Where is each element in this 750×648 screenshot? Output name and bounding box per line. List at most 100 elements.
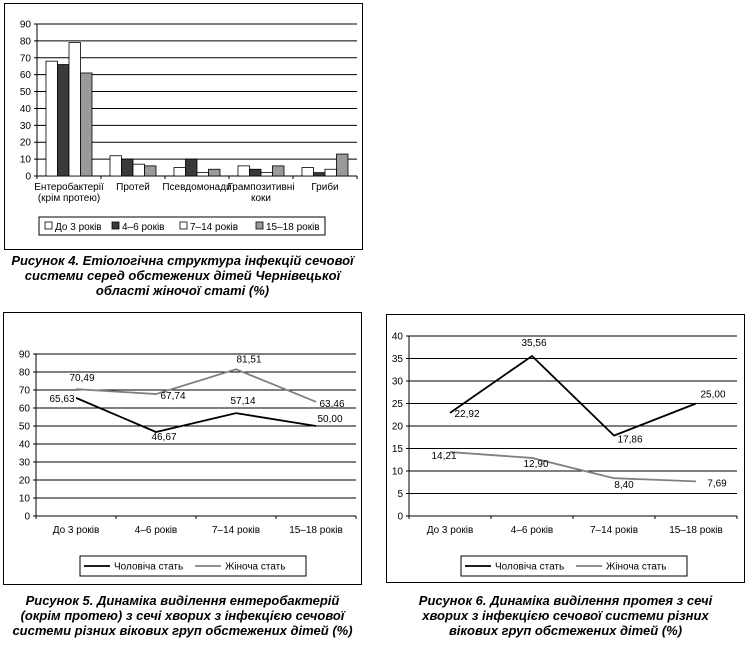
y-tick-label: 5	[397, 489, 403, 500]
bar	[336, 153, 349, 177]
bar	[109, 155, 122, 177]
x-tick-label: 4–6 років	[135, 525, 178, 536]
data-label: 17,86	[617, 435, 642, 446]
data-label: 25,00	[700, 390, 725, 401]
bar	[144, 165, 157, 177]
legend-label: Жіноча стать	[225, 562, 285, 573]
legend-label: 15–18 років	[266, 222, 320, 233]
x-tick-label: 4–6 років	[511, 525, 554, 536]
legend: Чоловіча стать Жіноча стать	[79, 555, 307, 577]
y-tick-label: 60	[19, 404, 31, 415]
y-tick-label: 40	[20, 104, 32, 115]
legend-label: Чоловіча стать	[495, 562, 564, 573]
x-tick-label: Грампозитивні	[227, 182, 294, 193]
caption-line: системи різних вікових груп обстежених д…	[12, 623, 353, 638]
figure-5-chart: 0 10 20 30 40 50 60 70 80 90 До 3 років 4–6 років 7–…	[19, 350, 357, 577]
y-tick-label: 0	[25, 172, 31, 183]
bar	[301, 167, 314, 177]
caption-line: області жіночої статі (%)	[95, 283, 270, 298]
y-tick-label: 50	[20, 87, 32, 98]
figure-4-frame: 0 10 20 30 40 50 60 70 80 90 Ентеробактерії (крім п…	[4, 3, 363, 250]
y-tick-label: 0	[397, 512, 403, 523]
y-tick-label: 35	[392, 354, 404, 365]
y-tick-label: 40	[392, 332, 404, 343]
legend-label: 4–6 років	[122, 222, 165, 233]
data-label: 65,63	[49, 394, 74, 405]
figure-5-caption: Рисунок 5. Динаміка виділення ентеробакт…	[0, 593, 365, 638]
bar	[272, 165, 285, 177]
bar	[45, 60, 58, 177]
data-label: 35,56	[521, 338, 546, 349]
legend-box	[460, 555, 688, 577]
caption-line: Рисунок 4. Етіологічна структура інфекці…	[11, 253, 354, 268]
bar	[208, 168, 221, 177]
x-tick-label: До 3 років	[53, 525, 100, 536]
y-tick-label: 80	[20, 36, 32, 47]
legend: До 3 років 4–6 років 7–14 років 15–18 років	[38, 216, 326, 236]
y-tick-label: 60	[20, 70, 32, 81]
y-tick-label: 20	[392, 422, 404, 433]
y-tick-label: 10	[20, 155, 32, 166]
x-tick-label: До 3 років	[427, 525, 474, 536]
y-tick-label: 40	[19, 440, 31, 451]
legend-swatch	[111, 221, 120, 230]
legend-box	[79, 555, 307, 577]
figure-6-chart: 0 5 10 15 20 25 30 35 40 До 3 років 4–6 років 7–14 …	[392, 332, 738, 577]
data-label: 63,46	[319, 399, 344, 410]
y-tick-label: 20	[19, 476, 31, 487]
bar	[260, 172, 273, 177]
bar	[313, 172, 326, 177]
bar	[68, 42, 81, 177]
y-tick-label: 30	[20, 121, 32, 132]
bar	[185, 158, 198, 177]
x-tick-label: Гриби	[311, 181, 338, 193]
figure-4-chart: 0 10 20 30 40 50 60 70 80 90 Ентеробактерії(крім п…	[20, 20, 358, 236]
x-tick-label: (крім протею)	[38, 193, 100, 204]
y-tick-label: 10	[392, 467, 404, 478]
caption-line: вікових груп обстежених дітей (%)	[448, 623, 683, 638]
x-tick-label: коки	[251, 193, 271, 204]
legend-label: До 3 років	[55, 222, 102, 233]
y-tick-label: 90	[20, 20, 32, 31]
y-tick-label: 80	[19, 368, 31, 379]
bar	[237, 165, 250, 177]
y-tick-label: 10	[19, 494, 31, 505]
y-tick-label: 20	[20, 138, 32, 149]
legend-label: Чоловіча стать	[114, 562, 183, 573]
caption-line: системи серед обстежених дітей Чернівець…	[24, 268, 341, 283]
y-tick-label: 15	[392, 444, 404, 455]
bar	[249, 168, 262, 177]
data-label: 70,49	[69, 373, 94, 384]
data-label: 7,69	[707, 478, 727, 489]
y-tick-label: 25	[392, 399, 404, 410]
bar	[196, 172, 209, 177]
legend: Чоловіча стать Жіноча стать	[460, 555, 688, 577]
series-line	[449, 354, 697, 437]
series-line	[449, 451, 697, 483]
data-label: 67,74	[160, 391, 185, 402]
legend-swatch	[179, 221, 188, 230]
figure-5-frame: 0 10 20 30 40 50 60 70 80 90 До 3 років 4–6 років 7–…	[3, 312, 362, 585]
data-label: 57,14	[230, 396, 255, 407]
data-label: 12,90	[523, 459, 548, 470]
y-tick-label: 0	[24, 512, 30, 523]
x-tick-label: 7–14 років	[212, 525, 260, 536]
series-line	[75, 368, 317, 403]
data-label: 81,51	[236, 354, 261, 365]
figure-6-frame: 0 5 10 15 20 25 30 35 40 До 3 років 4–6 років 7–14 …	[386, 314, 745, 583]
legend-label: Жіноча стать	[606, 562, 666, 573]
x-tick-label: Псевдомонади	[162, 182, 231, 193]
x-tick-label: 15–18 років	[669, 525, 723, 536]
figure-4-caption: Рисунок 4. Етіологічна структура інфекці…	[0, 253, 365, 298]
y-tick-label: 50	[19, 422, 31, 433]
data-label: 14,21	[431, 451, 456, 462]
legend-swatch	[44, 221, 53, 230]
y-tick-label: 70	[20, 53, 32, 64]
figure-6-caption: Рисунок 6. Динаміка виділення протея з с…	[383, 593, 748, 638]
data-label: 46,67	[151, 432, 176, 443]
legend-swatch	[255, 221, 264, 230]
caption-line: Рисунок 6. Динаміка виділення протея з с…	[418, 593, 713, 608]
y-tick-label: 30	[19, 458, 31, 469]
bar	[80, 72, 93, 177]
y-tick-label: 30	[392, 377, 404, 388]
